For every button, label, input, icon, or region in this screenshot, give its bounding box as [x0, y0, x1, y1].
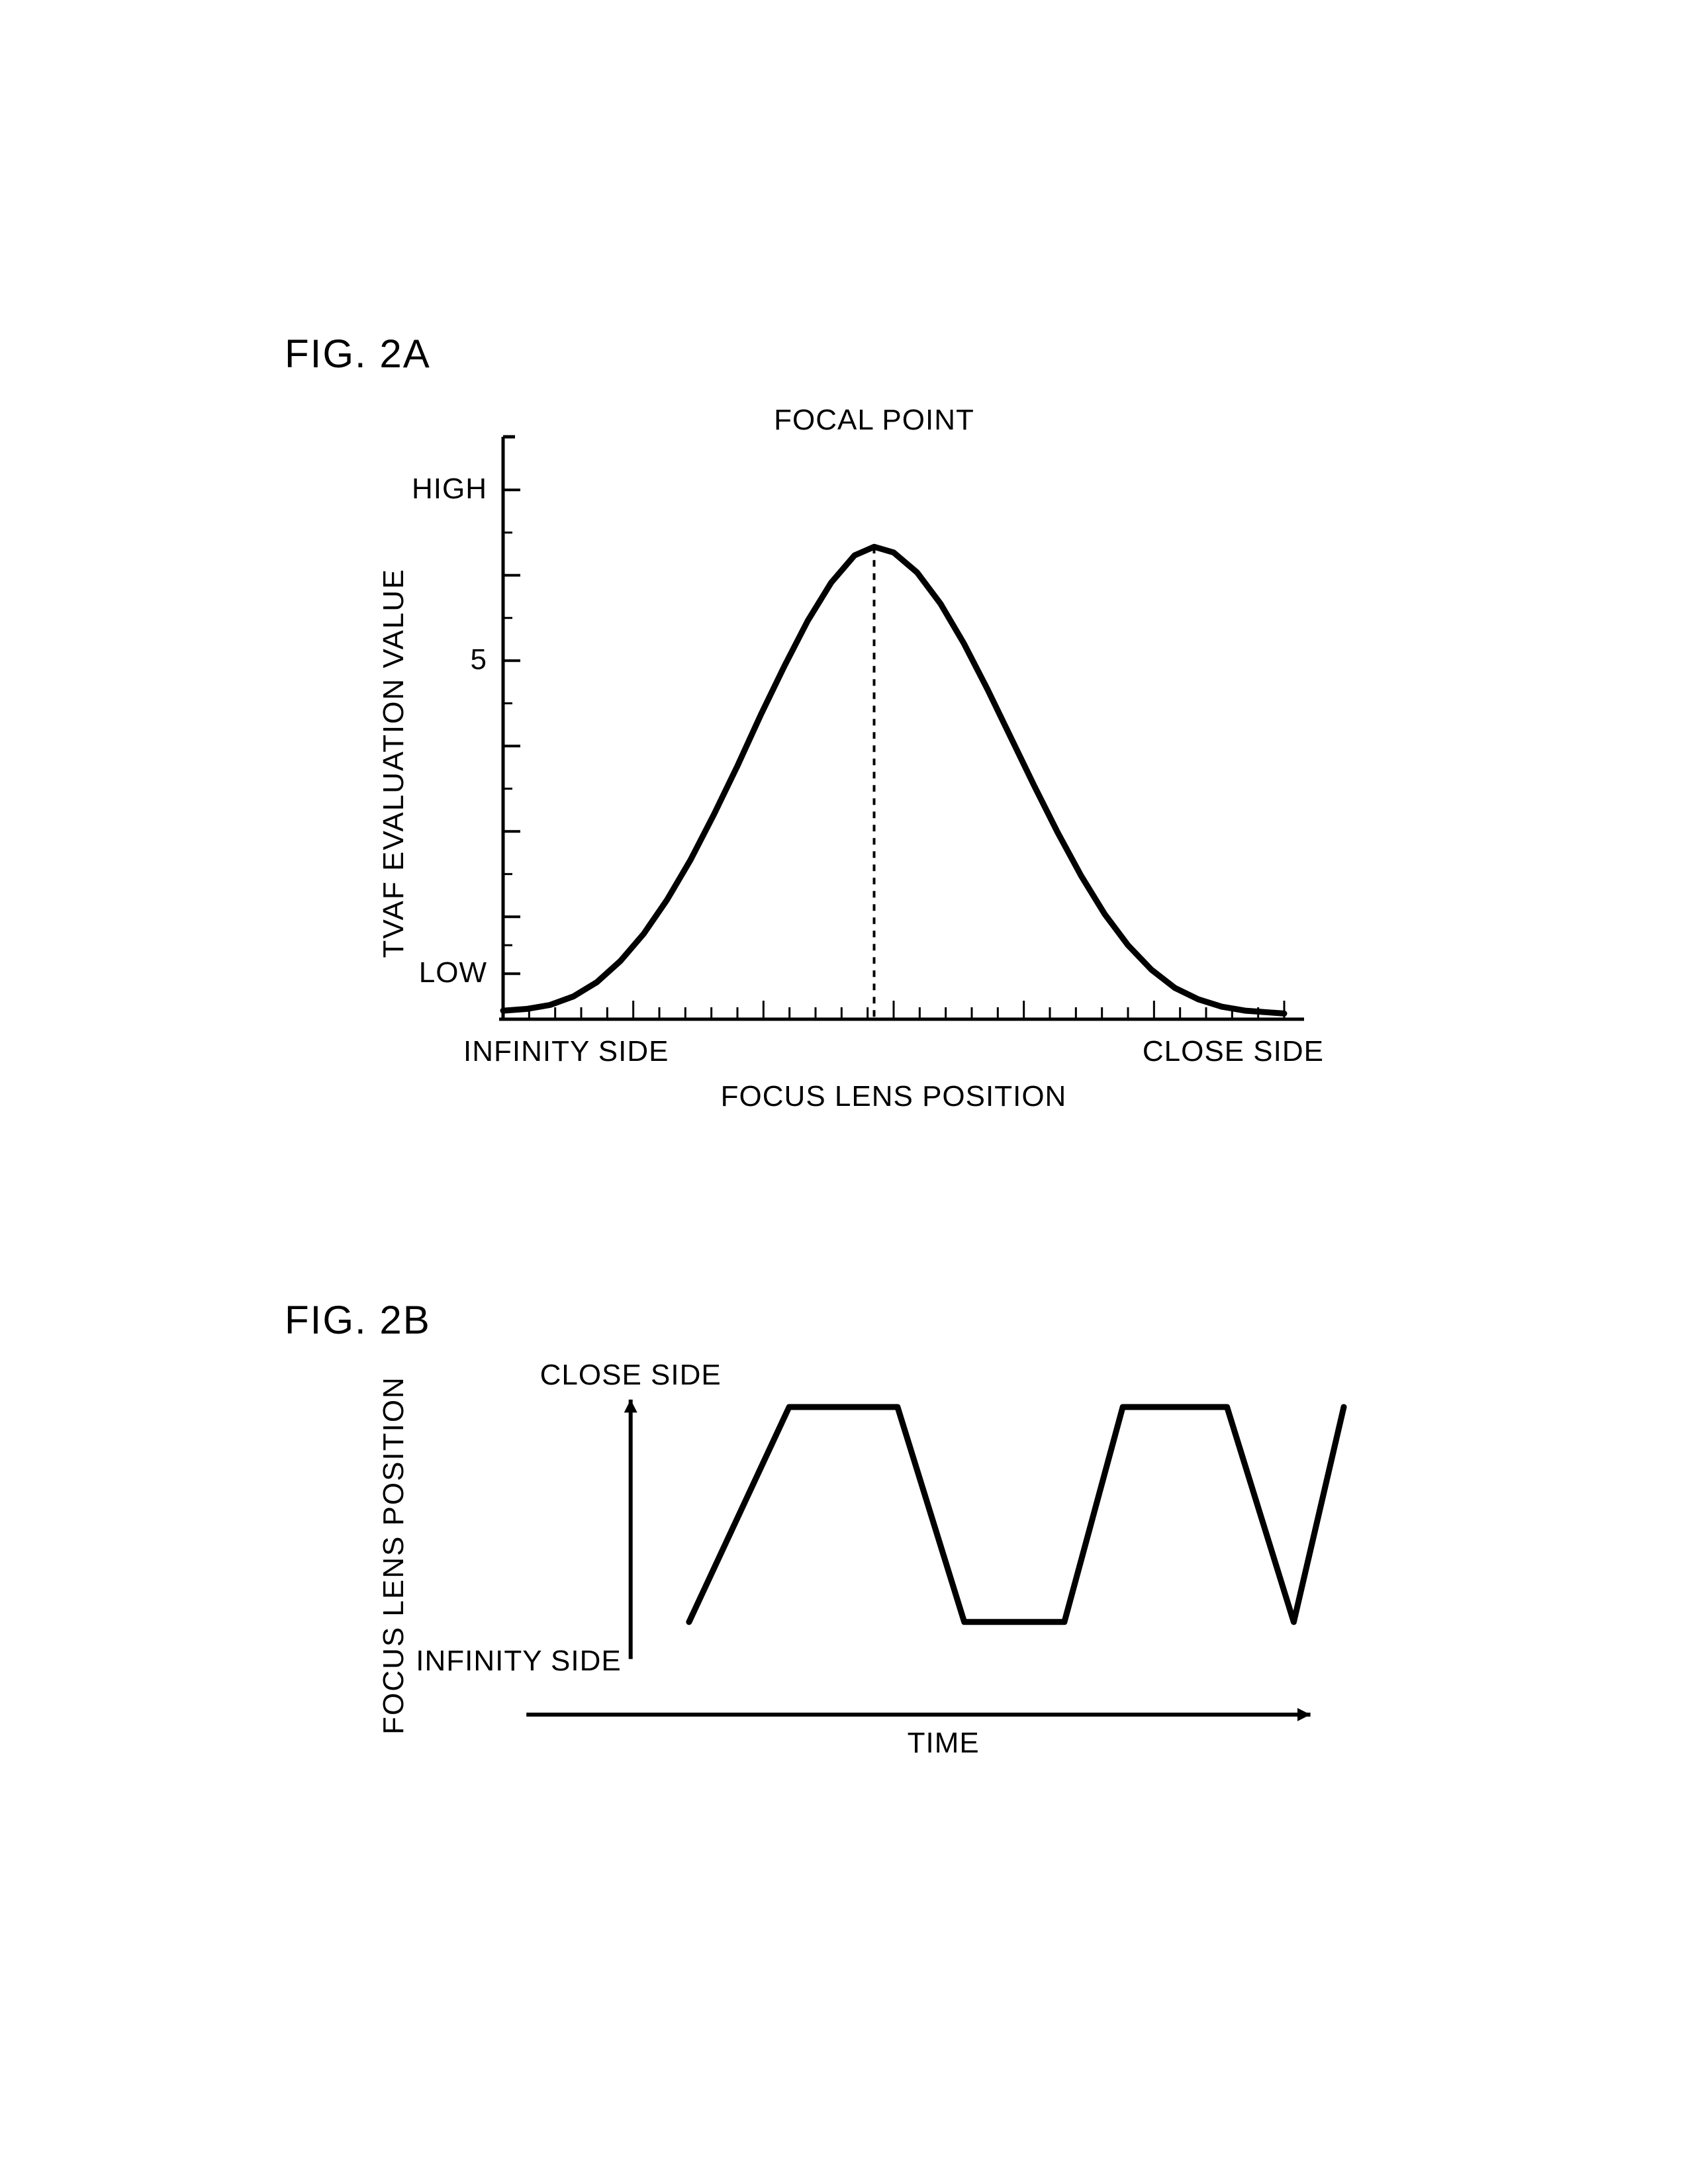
- fig-2a-y-high-label: HIGH: [412, 473, 487, 506]
- fig-2b-y-top-label: CLOSE SIDE: [540, 1359, 722, 1392]
- fig-2b-x-axis-label: TIME: [908, 1727, 980, 1760]
- fig-2a-focal-point-label: FOCAL POINT: [774, 404, 974, 437]
- fig-2b-title: FIG. 2B: [285, 1297, 431, 1343]
- fig-2b-y-bottom-label: INFINITY SIDE: [416, 1645, 621, 1678]
- fig-2a-x-right-label: CLOSE SIDE: [1143, 1035, 1324, 1068]
- fig-2a-title: FIG. 2A: [285, 331, 431, 377]
- fig-2b-x-arrow-head: [1297, 1708, 1311, 1721]
- fig-2a-y-low-label: LOW: [419, 956, 487, 989]
- page-root: FIG. 2A FOCAL POINT HIGH LOW 5 INFINITY …: [0, 0, 1688, 2184]
- fig-2b-y-arrow-head: [624, 1400, 637, 1413]
- fig-2b-y-axis-label: FOCUS LENS POSITION: [377, 1376, 410, 1735]
- focus-wobble-wave: [689, 1407, 1344, 1622]
- fig-2a-y-axis-label: TVAF EVALUATION VALUE: [377, 569, 410, 958]
- fig-2a-y-mid-tick-label: 5: [471, 643, 487, 676]
- fig-2a-x-axis-label: FOCUS LENS POSITION: [721, 1080, 1067, 1113]
- tvaf-curve: [503, 547, 1284, 1013]
- fig-2a-chart: [424, 371, 1364, 1099]
- fig-2a-x-left-label: INFINITY SIDE: [463, 1035, 669, 1068]
